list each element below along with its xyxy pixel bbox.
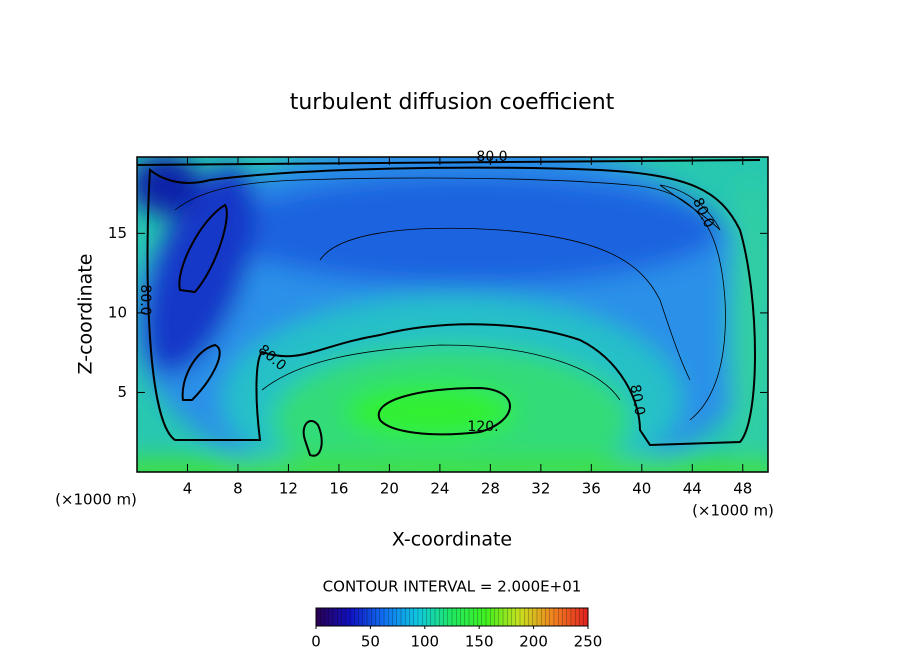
colorbar-tick-label: 250 <box>574 633 603 651</box>
x-tick-label: 24 <box>430 480 449 498</box>
colorbar-tick-label: 100 <box>410 633 439 651</box>
colorbar-tick-label: 150 <box>465 633 494 651</box>
x-tick-label: 4 <box>183 480 193 498</box>
x-tick-label: 32 <box>531 480 550 498</box>
x-tick-label: 48 <box>733 480 752 498</box>
colorbar-tick-label: 50 <box>361 633 380 651</box>
x-tick-label: 20 <box>380 480 399 498</box>
x-tick-label: 28 <box>481 480 500 498</box>
colorbar-tick-label: 200 <box>519 633 548 651</box>
contour-label: 80.0 <box>137 284 153 315</box>
y-tick-label: 15 <box>108 224 127 242</box>
chart-title: turbulent diffusion coefficient <box>290 90 615 115</box>
x-tick-label: 40 <box>632 480 651 498</box>
plot-frame <box>136 156 769 473</box>
x-tick-label: 12 <box>279 480 298 498</box>
contour-label: 80.0 <box>626 383 647 416</box>
y-axis-label: Z-coordinate <box>75 254 97 375</box>
x-tick-label: 8 <box>233 480 243 498</box>
x-tick-label: 44 <box>683 480 702 498</box>
x-axis-label: X-coordinate <box>392 529 512 551</box>
y-tick-label: 10 <box>108 303 127 321</box>
y-tick-label: 5 <box>117 383 127 401</box>
colorbar-tick-label: 0 <box>311 633 321 651</box>
colorbar-label: CONTOUR INTERVAL = 2.000E+01 <box>323 578 582 596</box>
x-unit-label: (×1000 m) <box>692 502 774 520</box>
contour-field <box>137 157 768 472</box>
y-unit-label: (×1000 m) <box>55 491 137 509</box>
contour-label: 120. <box>467 419 498 435</box>
x-tick-label: 16 <box>329 480 348 498</box>
x-tick-label: 36 <box>582 480 601 498</box>
